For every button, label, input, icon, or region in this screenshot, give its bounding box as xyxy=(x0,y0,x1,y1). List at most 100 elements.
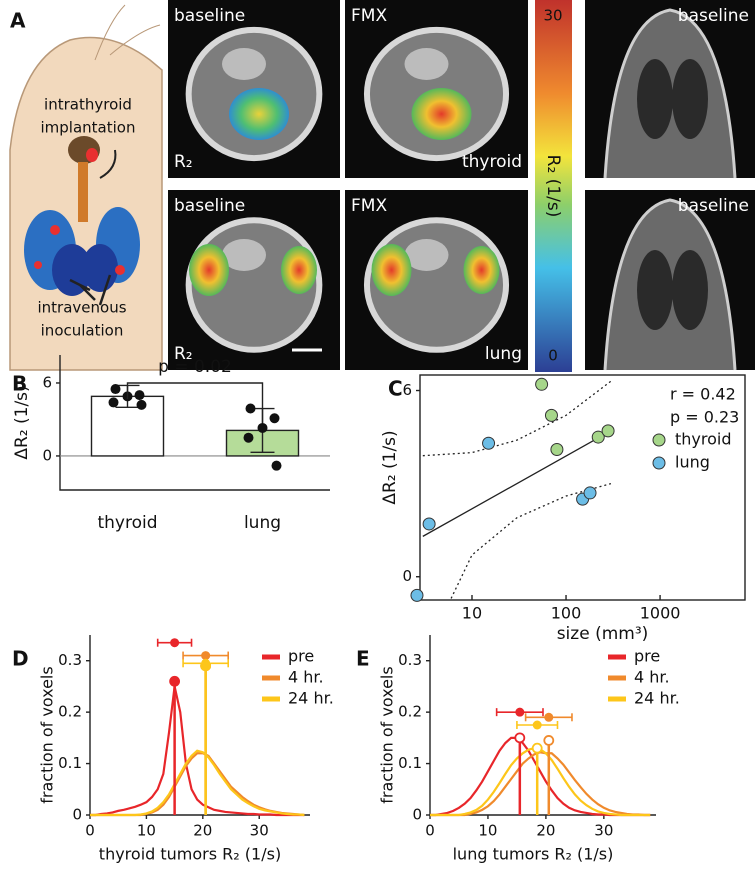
anatomy xyxy=(222,48,266,80)
axis-frame xyxy=(419,374,746,601)
anatomy xyxy=(672,59,708,139)
x-tick-label: 100 xyxy=(551,604,582,623)
cartoon-label: intrathyroid xyxy=(44,96,132,114)
y-tick-label: 0 xyxy=(412,806,422,824)
data-point xyxy=(583,486,597,500)
y-tick-label: 0 xyxy=(72,806,82,824)
y-tick-label: 0.3 xyxy=(58,651,82,669)
confidence-band xyxy=(422,380,612,457)
panel-letter: C xyxy=(388,377,403,401)
colorbar: 30 0 R₂ (1/s) xyxy=(535,0,572,372)
image-label: FMX xyxy=(351,196,387,216)
y-tick-label: 0.1 xyxy=(58,754,82,772)
data-point xyxy=(550,442,564,456)
anatomy xyxy=(404,48,449,80)
colorbar-label: R₂ (1/s) xyxy=(543,155,563,218)
tumor-overlay xyxy=(463,246,500,294)
axis-frame xyxy=(89,635,310,816)
x-tick-label: 10 xyxy=(478,822,497,840)
colorbar-min: 0 xyxy=(548,347,558,365)
x-tick-label: 1000 xyxy=(640,604,681,623)
y-tick-label: 0.3 xyxy=(398,651,422,669)
y-axis-label: ΔR₂ (1/s) xyxy=(380,430,400,504)
anatomy xyxy=(637,250,673,330)
y-tick-label: 6 xyxy=(402,381,412,399)
data-point xyxy=(110,384,121,395)
image-label: baseline xyxy=(174,196,245,216)
x-axis-label: size (mm³) xyxy=(557,624,649,644)
histogram-line xyxy=(90,749,305,817)
data-point xyxy=(535,377,549,391)
legend-label: 4 hr. xyxy=(288,668,324,687)
colorbar-max: 30 xyxy=(543,7,562,25)
panel-letter: E xyxy=(356,647,370,671)
legend-label: 4 hr. xyxy=(634,668,670,687)
data-point xyxy=(245,403,256,414)
mean-marker xyxy=(201,658,211,668)
image-label: baseline xyxy=(678,196,749,216)
y-tick-label: 0 xyxy=(402,567,412,585)
x-tick-label: 0 xyxy=(85,822,95,840)
peak-marker xyxy=(169,675,181,687)
x-tick-label: 30 xyxy=(594,822,613,840)
axis-frame xyxy=(59,355,330,491)
anatomy xyxy=(672,250,708,330)
data-point xyxy=(134,390,145,401)
data-point xyxy=(410,588,424,602)
data-point xyxy=(243,432,254,443)
x-tick-label: 0 xyxy=(425,822,435,840)
y-axis-label: ΔR₂ (1/s) xyxy=(12,385,32,459)
image-label: R₂ xyxy=(174,344,193,364)
x-tick-label: 30 xyxy=(250,822,269,840)
cartoon: intrathyroid implantation intravenous in… xyxy=(0,0,163,371)
anatomy xyxy=(404,239,449,271)
mri-images: baseline R₂ FMX thyroid baseline baseline R₂ FM… xyxy=(168,0,755,371)
mean-marker xyxy=(201,651,211,661)
panel-letter: B xyxy=(12,372,27,396)
y-tick-label: 6 xyxy=(42,373,52,391)
data-point xyxy=(257,422,268,433)
legend-label: pre xyxy=(634,647,660,666)
y-axis-label: fraction of voxels xyxy=(378,666,397,803)
image-label: baseline xyxy=(174,6,245,26)
data-point xyxy=(591,430,605,444)
tumor-overlay xyxy=(281,246,317,294)
image-label: FMX xyxy=(351,6,387,26)
mean-marker xyxy=(532,720,542,730)
x-axis-label: thyroid tumors R₂ (1/s) xyxy=(99,845,281,864)
legend-marker xyxy=(652,456,666,470)
image-label: thyroid xyxy=(462,152,522,172)
data-point xyxy=(271,460,282,471)
image-label: R₂ xyxy=(174,152,193,172)
y-tick-label: 0.1 xyxy=(398,754,422,772)
data-point xyxy=(544,408,558,422)
data-point xyxy=(108,397,119,408)
y-axis-label: fraction of voxels xyxy=(38,666,57,803)
peak-marker xyxy=(531,742,543,754)
tumor-overlay xyxy=(371,244,412,296)
panel-letter: D xyxy=(12,647,29,671)
legend-label: 24 hr. xyxy=(634,689,680,708)
peak-marker xyxy=(543,735,555,746)
cartoon-label: intravenous xyxy=(37,299,126,317)
anatomy xyxy=(637,59,673,139)
x-tick-label: lung xyxy=(244,513,281,533)
y-tick-label: 0.2 xyxy=(398,703,422,721)
cartoon-label: implantation xyxy=(41,119,136,137)
peak-marker xyxy=(514,732,526,744)
mean-marker xyxy=(170,638,180,648)
data-point xyxy=(136,399,147,410)
data-point xyxy=(269,413,280,424)
tumor-overlay xyxy=(411,88,472,140)
x-tick-label: thyroid xyxy=(97,513,157,533)
significance-bracket xyxy=(126,382,264,423)
legend-label: 24 hr. xyxy=(288,689,334,708)
image-label: baseline xyxy=(678,6,749,26)
legend-label: thyroid xyxy=(675,430,732,449)
annotation: r = 0.42 xyxy=(670,385,736,404)
image-label: lung xyxy=(485,344,522,364)
confidence-band xyxy=(450,482,612,599)
legend-label: pre xyxy=(288,647,314,666)
